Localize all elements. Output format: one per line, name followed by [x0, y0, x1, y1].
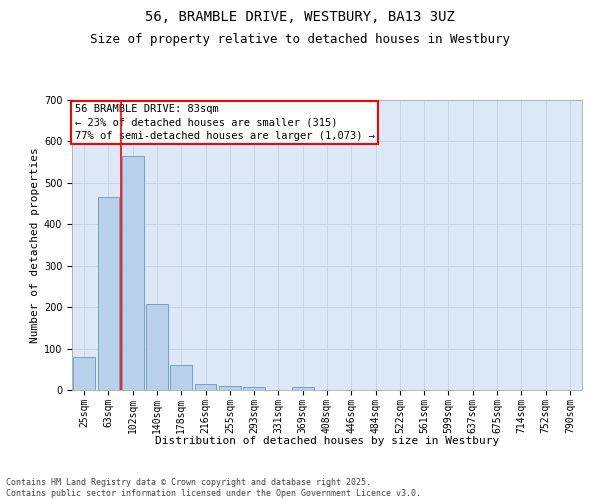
Bar	[146, 304, 168, 390]
Text: 56, BRAMBLE DRIVE, WESTBURY, BA13 3UZ: 56, BRAMBLE DRIVE, WESTBURY, BA13 3UZ	[145, 10, 455, 24]
Bar	[292, 387, 314, 390]
Bar	[97, 198, 119, 390]
Text: 56 BRAMBLE DRIVE: 83sqm
← 23% of detached houses are smaller (315)
77% of semi-d: 56 BRAMBLE DRIVE: 83sqm ← 23% of detache…	[74, 104, 374, 141]
Bar	[73, 357, 95, 390]
Bar	[194, 384, 217, 390]
Y-axis label: Number of detached properties: Number of detached properties	[29, 147, 40, 343]
Bar	[219, 386, 241, 390]
Bar	[170, 365, 192, 390]
Bar	[243, 387, 265, 390]
Text: Contains HM Land Registry data © Crown copyright and database right 2025.
Contai: Contains HM Land Registry data © Crown c…	[6, 478, 421, 498]
X-axis label: Distribution of detached houses by size in Westbury: Distribution of detached houses by size …	[155, 436, 499, 446]
Text: Size of property relative to detached houses in Westbury: Size of property relative to detached ho…	[90, 32, 510, 46]
Bar	[122, 156, 143, 390]
